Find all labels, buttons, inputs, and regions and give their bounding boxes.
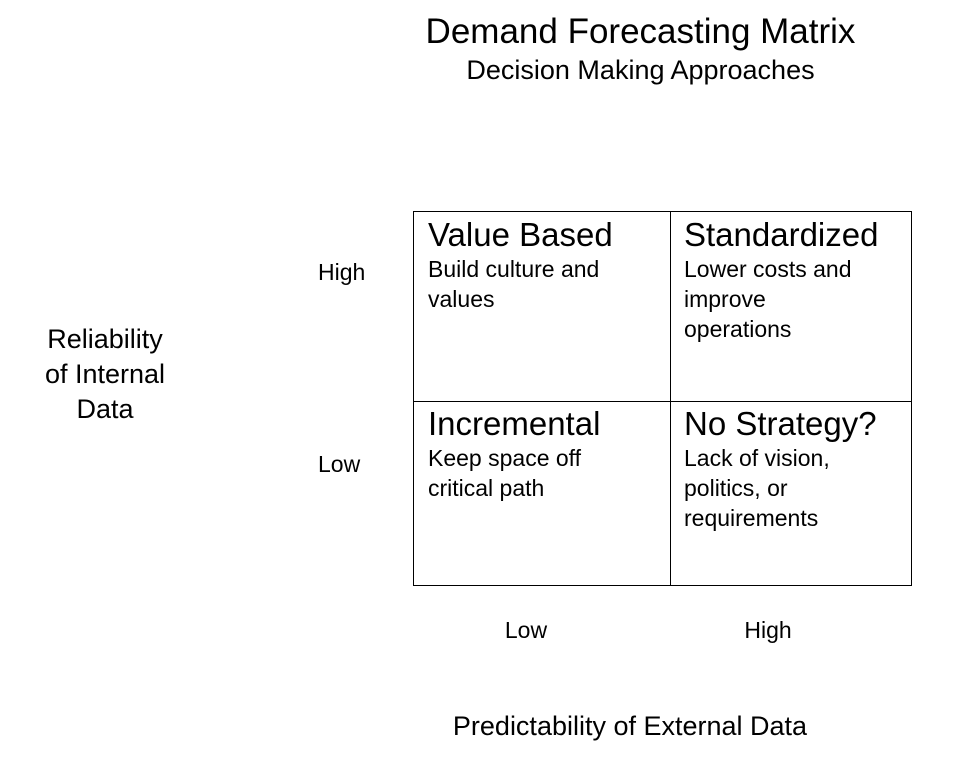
quadrant-no-strategy: No Strategy? Lack of vision, politics, o… <box>670 401 911 585</box>
x-axis-title: Predictability of External Data <box>452 711 808 741</box>
diagram-subtitle: Decision Making Approaches <box>466 55 815 85</box>
quadrant-description: Lower costs and improve operations <box>684 256 852 342</box>
horizontal-divider <box>414 401 911 402</box>
matrix-grid: Value Based Build culture and values Sta… <box>413 211 912 586</box>
diagram-title: Demand Forecasting Matrix <box>425 12 856 51</box>
y-axis-title: Reliability of Internal Data <box>44 324 166 424</box>
x-tick-high: High <box>744 617 792 643</box>
y-tick-high: High <box>318 259 366 285</box>
vertical-divider <box>670 212 671 585</box>
quadrant-incremental: Incremental Keep space off critical path <box>414 401 670 585</box>
quadrant-standardized: Standardized Lower costs and improve ope… <box>670 212 911 401</box>
quadrant-title: Standardized <box>684 216 879 253</box>
quadrant-title: Incremental <box>428 405 601 442</box>
y-tick-low: Low <box>318 451 361 477</box>
quadrant-value-based: Value Based Build culture and values <box>414 212 670 401</box>
quadrant-title: No Strategy? <box>684 405 877 442</box>
quadrant-title: Value Based <box>428 216 613 253</box>
quadrant-description: Lack of vision, politics, or requirement… <box>684 445 830 531</box>
x-tick-low: Low <box>504 617 548 643</box>
quadrant-description: Keep space off critical path <box>428 445 582 501</box>
quadrant-description: Build culture and values <box>428 256 600 312</box>
